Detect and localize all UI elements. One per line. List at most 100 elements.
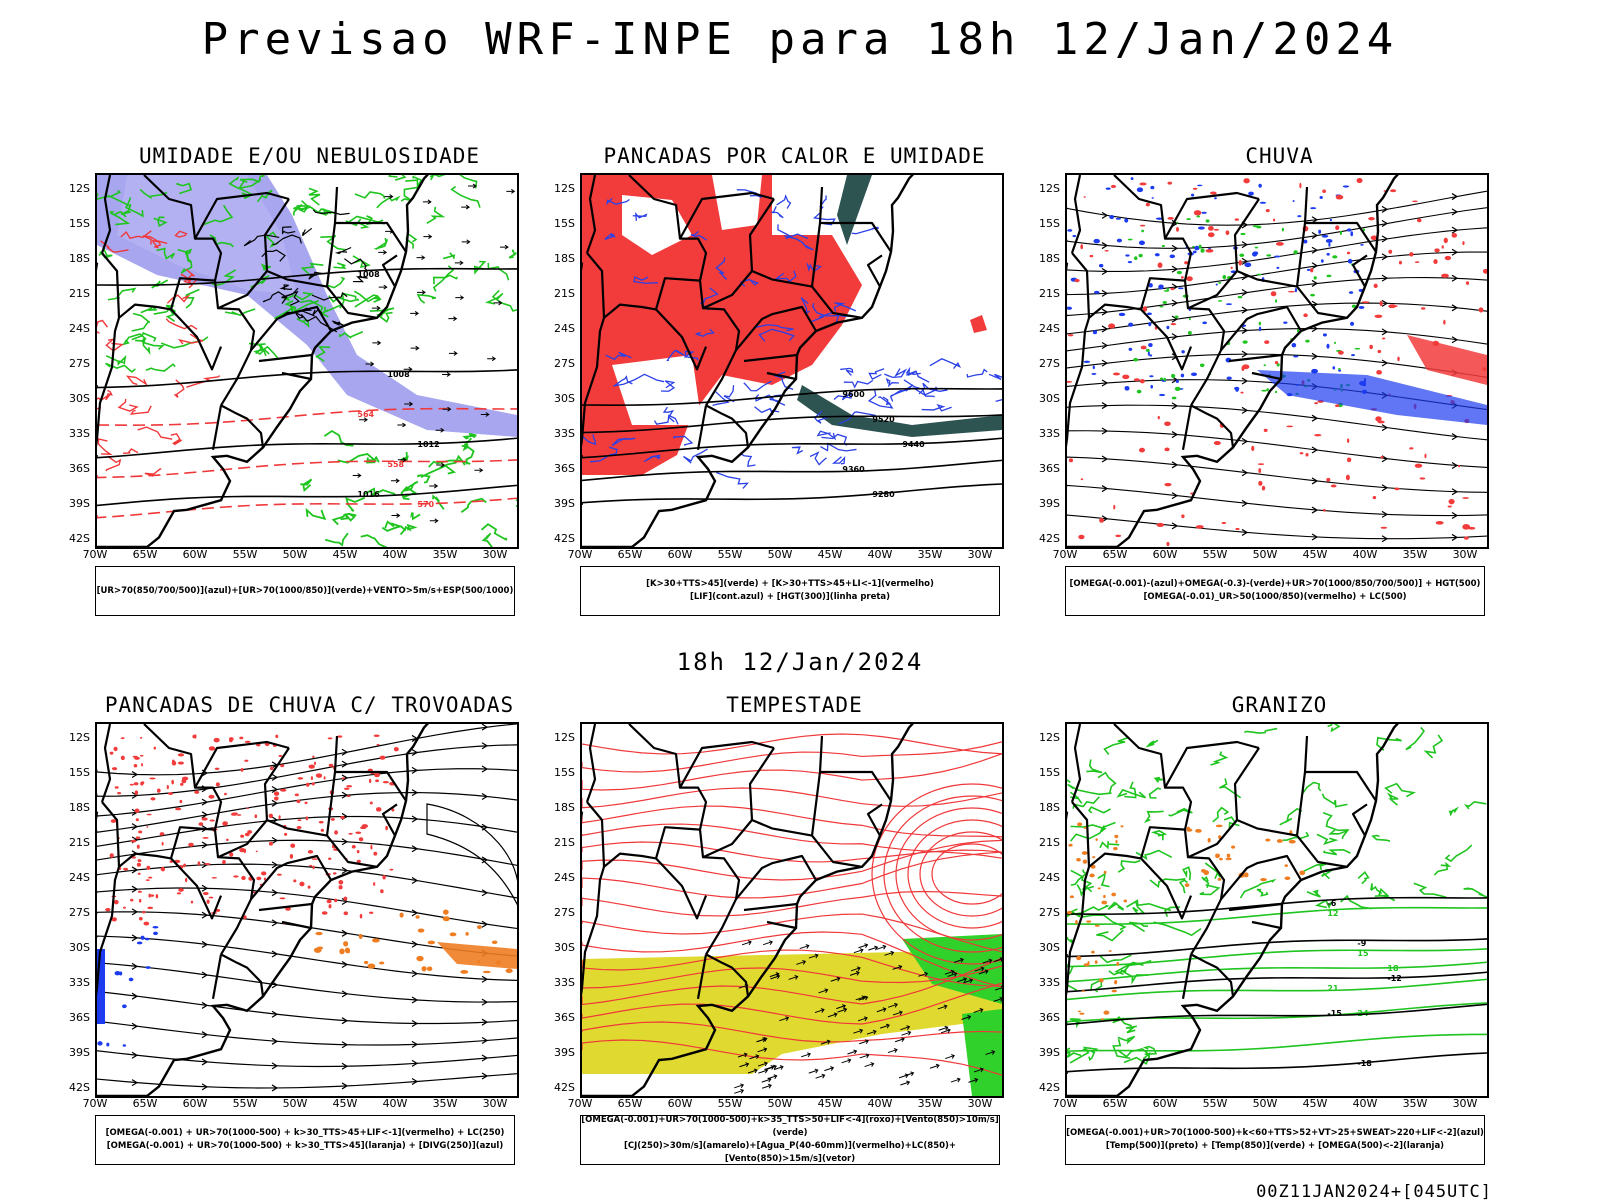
contour-label: 9360	[842, 465, 865, 474]
trovoada-orange-dot	[477, 925, 482, 929]
border-line	[629, 724, 739, 954]
rain-red-dot	[1458, 465, 1460, 467]
lon-tick-label: 55W	[1198, 548, 1232, 561]
border-line	[1191, 405, 1233, 447]
trovoada-red-dot	[256, 877, 261, 881]
trovoada-orange-dot	[427, 966, 432, 970]
lif-contour	[834, 457, 845, 464]
temp850-contour	[1389, 795, 1398, 806]
rain-red-dot	[1417, 218, 1422, 222]
wind-arrow	[462, 240, 470, 244]
lon-tick-label: 65W	[128, 548, 162, 561]
omega-green-dot	[1240, 233, 1245, 235]
temp850-contour	[1124, 782, 1135, 798]
trovoada-orange-dot	[418, 928, 425, 932]
lon-tick-label: 40W	[863, 1097, 897, 1110]
border-line	[1305, 772, 1376, 801]
trovoada-red-dot	[322, 911, 328, 915]
divg-blue-dot	[145, 938, 150, 941]
lon-tick-label: 30W	[478, 548, 512, 561]
omega-blue-dot	[1310, 207, 1316, 209]
wind-vector	[809, 1069, 818, 1073]
wind-arrow	[378, 250, 386, 254]
lat-tick-label: 21S	[547, 287, 575, 300]
omega-blue-dot	[1099, 264, 1103, 268]
trovoada-red-dot	[139, 899, 141, 903]
contour-label: -9	[1357, 939, 1366, 948]
lon-tick-label: 50W	[763, 548, 797, 561]
green-contour	[108, 289, 135, 300]
rain-red-dot	[1164, 448, 1169, 452]
green-contour	[465, 434, 477, 439]
omega-blue-dot	[1351, 354, 1355, 356]
rain-red-dot	[1141, 346, 1147, 350]
omega-green-dot	[1253, 225, 1259, 227]
temp850-contour	[1149, 788, 1160, 798]
omega-blue-dot	[1155, 253, 1160, 256]
omega-orange-dot	[1095, 838, 1097, 841]
trovoada-red-dot	[269, 814, 273, 819]
lat-tick-label: 18S	[1032, 801, 1060, 814]
omega-orange-dot	[1075, 920, 1077, 924]
omega-green-dot	[1266, 254, 1271, 256]
valid-time-label: 18h 12/Jan/2024	[0, 648, 1600, 676]
streamline	[97, 992, 517, 1024]
wind-arrow	[448, 317, 456, 321]
trovoada-red-dot	[192, 735, 196, 739]
omega-orange-dot	[1218, 878, 1222, 881]
lat-tick-label: 30S	[547, 941, 575, 954]
lif-contour	[869, 369, 884, 379]
rain-red-dot	[1206, 249, 1214, 252]
temp850-contour	[1450, 809, 1457, 815]
rain-red-dot	[1176, 227, 1179, 232]
trovoada-red-dot	[198, 861, 201, 865]
lon-tick-label: 50W	[1248, 1097, 1282, 1110]
omega-blue-dot	[1321, 259, 1324, 263]
rain-red-dot	[1388, 250, 1392, 254]
omega-orange-dot	[1098, 887, 1101, 889]
trovoada-red-dot	[279, 897, 285, 899]
lif-contour	[716, 472, 747, 488]
omega-blue-dot	[1128, 261, 1132, 263]
omega-blue-dot	[1129, 348, 1133, 351]
divg-blue-dot	[141, 936, 145, 940]
wind-arrow	[461, 205, 469, 209]
green-contour	[361, 535, 390, 547]
omega-blue-dot	[1276, 267, 1279, 269]
wind-vector	[865, 1063, 874, 1067]
omega-orange-dot	[1076, 956, 1081, 960]
rain-red-dot	[1441, 274, 1449, 278]
trovoada-red-dot	[222, 821, 228, 825]
omega-green-dot	[1282, 228, 1284, 232]
rain-red-dot	[1347, 438, 1349, 443]
lat-tick-label: 12S	[1032, 182, 1060, 195]
rain-red-dot	[1305, 453, 1308, 457]
rain-red-dot	[1464, 536, 1469, 539]
panel-title: PANCADAS DE CHUVA C/ TROVOADAS	[72, 693, 547, 717]
trovoada-red-dot	[121, 756, 125, 760]
streamline	[97, 769, 517, 816]
omega-orange-dot	[1111, 990, 1116, 993]
red-contour	[97, 320, 107, 333]
lat-tick-label: 27S	[1032, 357, 1060, 370]
lon-tick-label: 40W	[863, 548, 897, 561]
rain-red-dot	[1075, 279, 1080, 282]
red-contour	[119, 399, 137, 411]
green-contour	[509, 250, 516, 258]
omega-green-dot	[1141, 230, 1144, 233]
omega-blue-dot	[1176, 380, 1179, 383]
wind-vector	[734, 1089, 743, 1093]
wind-vector	[801, 1053, 810, 1057]
omega-orange-dot	[1068, 844, 1072, 847]
lon-tick-label: 60W	[1148, 1097, 1182, 1110]
lif-contour	[772, 206, 784, 217]
omega-blue-dot	[1293, 200, 1295, 202]
border-line	[221, 405, 263, 447]
lon-tick-label: 30W	[478, 1097, 512, 1110]
trovoada-red-dot	[202, 837, 208, 839]
lif-contour	[724, 385, 734, 402]
lon-tick-label: 40W	[378, 548, 412, 561]
green-contour	[377, 197, 398, 207]
rain-red-dot	[1326, 478, 1330, 482]
